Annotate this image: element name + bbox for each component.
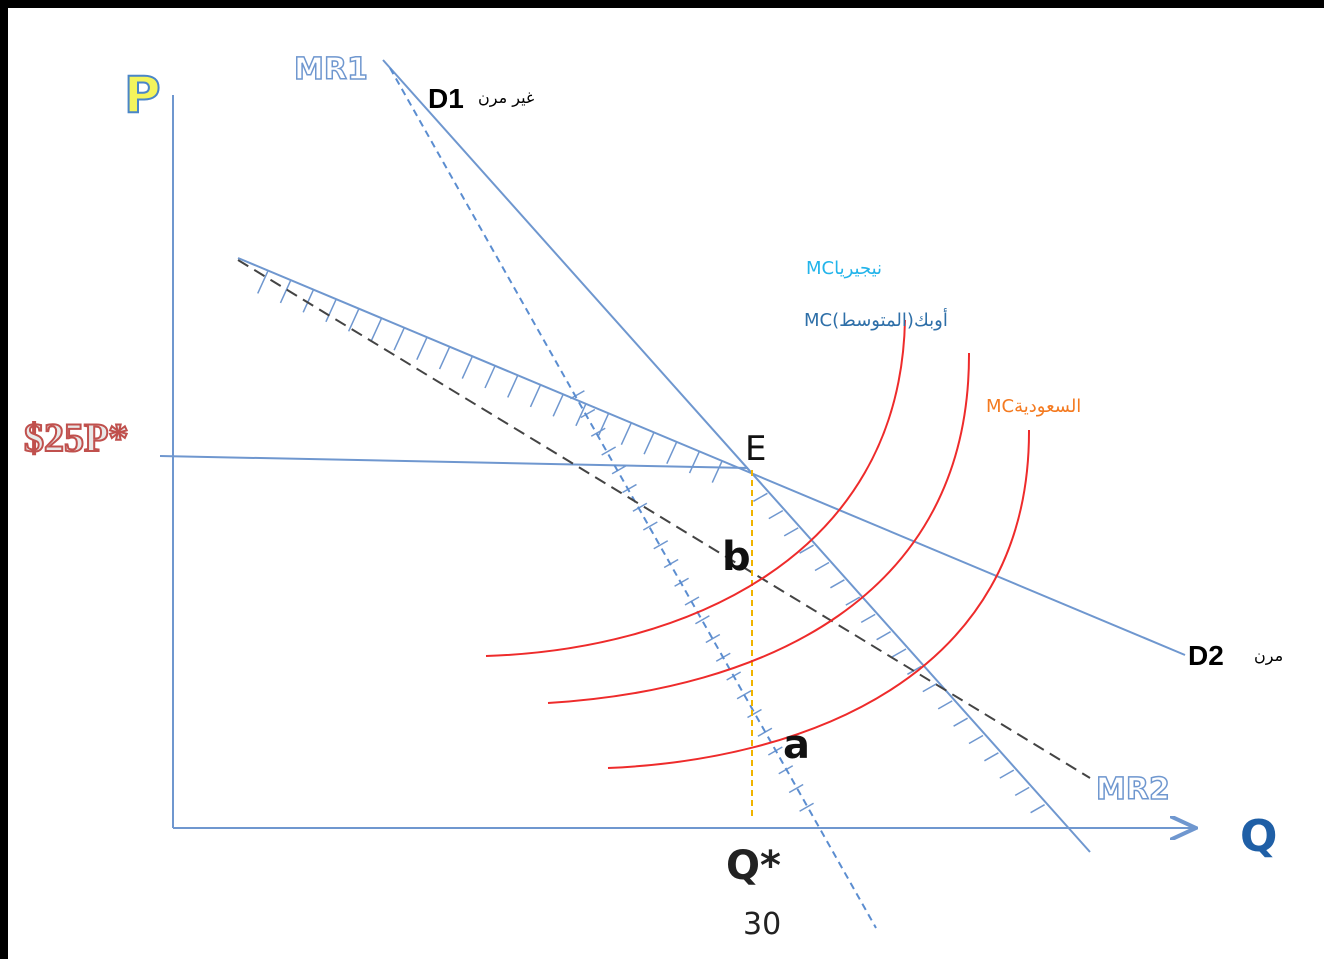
x-axis-label: Q — [1240, 811, 1278, 862]
hatch-mark — [666, 441, 678, 464]
hatch-mark — [601, 446, 617, 456]
hatch-mark — [580, 408, 596, 419]
hatch-mark — [999, 769, 1015, 779]
hatch-mark — [814, 561, 830, 572]
hatch-mark — [663, 558, 679, 569]
y-axis-label: P — [123, 66, 162, 124]
hatch-mark — [302, 290, 314, 313]
hatch-mark — [711, 460, 723, 483]
point-e-label: E — [745, 429, 767, 469]
hatch-mark — [768, 509, 784, 520]
hatch-mark — [860, 613, 876, 624]
mc-opec-curve — [547, 352, 971, 704]
hatch-mark — [643, 431, 655, 455]
hatching-d1-lower — [753, 492, 1045, 814]
point-b-label: b — [722, 534, 751, 580]
hatch-mark — [370, 318, 383, 342]
mr2-black-dashed-line — [237, 259, 1091, 779]
hatch-mark — [695, 615, 710, 625]
hatch-mark — [529, 384, 542, 408]
mc-nigeria-curve — [485, 319, 906, 657]
mr2-label: MR2 — [1095, 772, 1170, 807]
d2-label: D2 — [1188, 640, 1224, 671]
point-a-label: a — [783, 722, 810, 768]
hatch-mark — [279, 280, 292, 304]
hatch-mark — [416, 337, 428, 360]
mr1-label: MR1 — [293, 52, 368, 87]
hatch-mark — [622, 483, 637, 494]
hatch-mark — [438, 346, 451, 370]
hatch-mark — [552, 394, 564, 417]
d1-demand-line — [382, 59, 1091, 853]
hatch-mark — [484, 365, 496, 389]
d1-inelastic-note: غير مرن — [478, 88, 535, 107]
hatch-mark — [1014, 786, 1030, 797]
price-line — [159, 455, 749, 469]
hatch-mark — [876, 631, 891, 641]
hatch-mark — [611, 465, 627, 475]
hatch-mark — [753, 492, 768, 502]
d2-elastic-note: مرن — [1254, 646, 1284, 665]
hatch-mark — [1030, 804, 1045, 814]
hatch-mark — [799, 802, 814, 812]
hatch-mark — [688, 450, 701, 474]
price-star-label: $25P* — [23, 415, 129, 460]
hatch-mark — [736, 690, 752, 700]
quantity-value-label: 30 — [743, 907, 782, 942]
hatch-mark — [984, 752, 999, 762]
hatch-mark — [783, 527, 799, 537]
hatch-mark — [347, 308, 360, 332]
hatch-mark — [620, 422, 633, 446]
hatch-mark — [907, 665, 922, 675]
slide-canvas — [8, 8, 1324, 959]
hatch-mark — [257, 271, 269, 294]
mc-saudi-curve — [607, 429, 1031, 769]
hatch-mark — [632, 502, 648, 512]
hatch-mark — [830, 579, 845, 589]
mc-nigeria-label: MCنيجيريا — [806, 258, 883, 279]
hatch-mark — [937, 700, 953, 710]
hatch-mark — [393, 327, 405, 351]
hatch-mark — [799, 544, 814, 554]
hatch-mark — [507, 375, 519, 398]
hatch-mark — [325, 299, 337, 323]
mr1-dashed-line — [389, 67, 877, 929]
hatch-mark — [705, 633, 721, 644]
hatch-mark — [891, 648, 907, 658]
hatch-mark — [461, 356, 473, 379]
hatch-mark — [642, 521, 658, 531]
mc-opec-label: MC(المتوسط)أوبك — [804, 310, 948, 331]
hatch-mark — [968, 734, 984, 745]
hatch-mark — [922, 682, 938, 693]
hatch-mark — [953, 717, 968, 727]
d2-demand-line — [237, 257, 1186, 656]
hatch-mark — [845, 596, 861, 606]
hatch-mark — [747, 708, 762, 719]
hatching-d2-upper — [257, 271, 723, 483]
hatch-mark — [653, 540, 669, 550]
hatch-mark — [788, 783, 804, 794]
hatch-mark — [575, 403, 587, 427]
quantity-star-label: Q* — [726, 843, 781, 889]
mc-saudi-label: MCالسعودية — [986, 396, 1082, 417]
d1-label: D1 — [428, 83, 464, 114]
hatch-mark — [590, 427, 606, 437]
